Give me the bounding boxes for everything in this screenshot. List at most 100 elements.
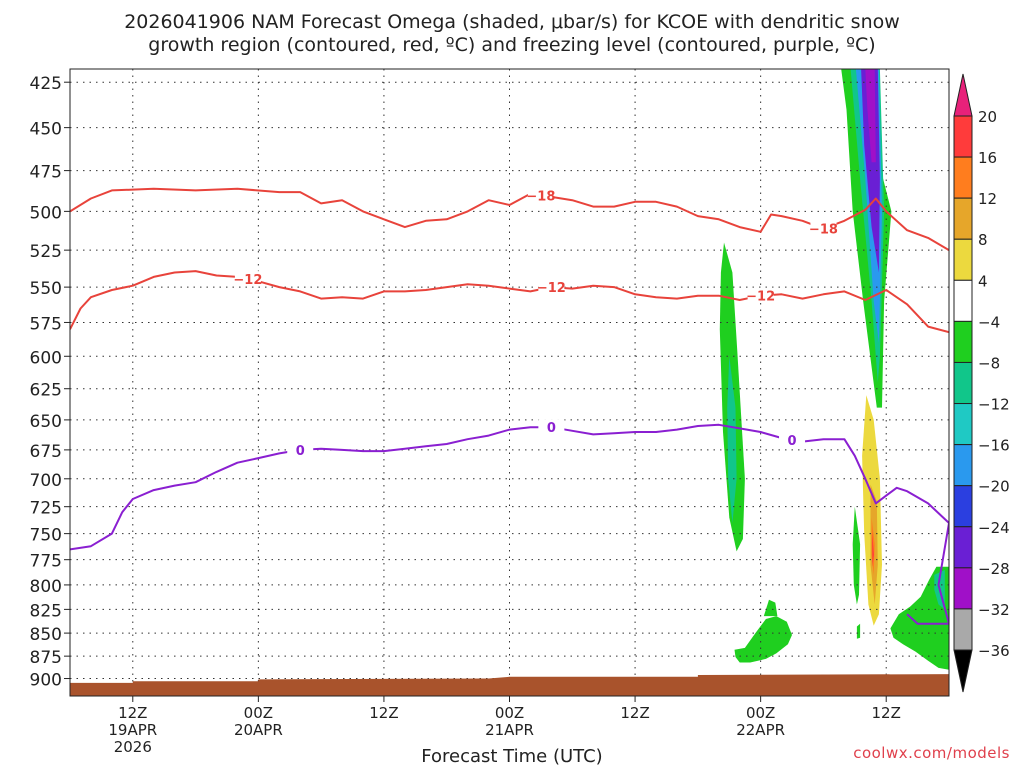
x-tick-label: 00Z (746, 704, 775, 722)
omega-shading-layer (719, 69, 949, 670)
colorbar-band (953, 115, 973, 158)
contour-label: −12 (746, 290, 775, 305)
x-axis-label: Forecast Time (UTC) (421, 746, 603, 767)
contour-label-bg (538, 279, 565, 295)
colorbar-label: 4 (978, 272, 988, 290)
contour-label-bg (538, 419, 565, 435)
chart-title-line-1: 2026041906 NAM Forecast Omega (shaded, μ… (124, 11, 900, 33)
colorbar-band (953, 320, 973, 363)
x-tick-label: 21APR (485, 721, 534, 739)
contour-label-bg (527, 187, 554, 203)
contour-label: −12 (537, 281, 566, 296)
terrain-layer (70, 674, 949, 696)
colorbar-label: 20 (978, 108, 997, 126)
y-tick-label: 650 (30, 412, 62, 432)
y-tick-label: 450 (30, 120, 62, 140)
y-tick-label: 700 (30, 471, 62, 491)
contour-label-bg (234, 271, 261, 287)
colorbar-top-arrow (953, 73, 973, 117)
y-tick-label: 550 (30, 279, 62, 299)
colorbar-label: 8 (978, 231, 988, 249)
colorbar-band (953, 238, 973, 281)
chart-title-line-2: growth region (contoured, red, ºC) and f… (148, 34, 876, 56)
y-tick-label: 725 (30, 499, 62, 519)
y-tick-label: 600 (30, 348, 62, 368)
omega-region-low-green-c (852, 506, 861, 605)
colorbar-band (953, 485, 973, 528)
colorbar-label: 12 (978, 190, 997, 208)
contour-label-layer: −18 −18 −12 −12 −12 0 0 0 (233, 187, 838, 459)
y-tick-label: 825 (30, 601, 62, 621)
contour-layer (70, 187, 949, 625)
colorbar: 20 16 12 8 4 −4 −8 −12 −16 −20 −24 −28 −32 −36 (953, 73, 1010, 693)
contour-line-1 (70, 270, 949, 334)
omega-region-low-green-e (890, 566, 949, 670)
colorbar-band (953, 156, 973, 199)
x-tick-label: 12Z (872, 704, 901, 722)
omega-region-column-b-violet (865, 69, 876, 163)
x-tick-label: 00Z (244, 704, 273, 722)
colorbar-label: −32 (978, 601, 1010, 619)
y-tick-label: 800 (30, 577, 62, 597)
omega-region-column-a-inner (727, 356, 737, 523)
contour-label: 0 (296, 444, 305, 459)
y-tick-label: 850 (30, 625, 62, 645)
source-credit: coolwx.com/models (853, 744, 1010, 762)
omega-region-low-green-b (763, 599, 778, 617)
x-tick-label: 12Z (118, 704, 147, 722)
contour-label-bg (287, 441, 314, 457)
colorbar-band (953, 608, 973, 651)
colorbar-band (953, 197, 973, 240)
contour-label: −18 (809, 223, 838, 238)
colorbar-band (953, 526, 973, 569)
y-tick-label: 575 (30, 314, 62, 334)
colorbar-label: −36 (978, 642, 1010, 660)
x-tick-label: 22APR (736, 721, 785, 739)
colorbar-band (953, 279, 973, 322)
y-tick-label: 525 (30, 242, 62, 262)
colorbar-label: −16 (978, 437, 1010, 455)
terrain-fill (70, 674, 949, 696)
contour-label: −18 (526, 189, 555, 204)
colorbar-label: −20 (978, 478, 1010, 496)
colorbar-label: −24 (978, 519, 1010, 537)
x-tick-label: 12Z (369, 704, 398, 722)
contour-line-2 (70, 423, 949, 625)
y-tick-label: 625 (30, 381, 62, 401)
colorbar-band (953, 444, 973, 487)
y-tick-label: 425 (30, 74, 62, 94)
colorbar-label: −28 (978, 560, 1010, 578)
omega-region-updraft-red (872, 531, 874, 567)
colorbar-band (953, 403, 973, 446)
y-tick-label: 500 (30, 203, 62, 223)
colorbar-band (953, 361, 973, 405)
colorbar-label: −8 (978, 354, 1000, 372)
omega-region-low-green-d (856, 623, 861, 639)
y-tick-label: 675 (30, 442, 62, 462)
contour-label: 0 (788, 434, 797, 449)
contour-label: 0 (547, 421, 556, 436)
contour-label: −12 (233, 273, 262, 288)
colorbar-label: −12 (978, 396, 1010, 414)
contour-label-bg (747, 287, 774, 303)
colorbar-label: 16 (978, 149, 997, 167)
x-tick-label: 12Z (620, 704, 649, 722)
x-tick-label: 19APR (108, 721, 157, 739)
colorbar-band (953, 567, 973, 610)
axes-layer: 425 450 475 500 525 550 575 600 625 650 675 700 725 7… (30, 74, 901, 756)
y-tick-label: 775 (30, 552, 62, 572)
contour-label-bg (779, 431, 806, 447)
omega-region-low-green-a (734, 616, 792, 663)
colorbar-bottom-arrow (953, 649, 973, 693)
y-tick-label: 875 (30, 648, 62, 668)
x-tick-label: 00Z (495, 704, 524, 722)
grid-layer (70, 69, 949, 696)
y-tick-label: 750 (30, 526, 62, 546)
y-tick-label: 900 (30, 671, 62, 691)
x-tick-label: 2026 (114, 738, 152, 756)
x-tick-label: 20APR (234, 721, 283, 739)
y-tick-label: 475 (30, 163, 62, 183)
colorbar-label: −4 (978, 313, 1000, 331)
contour-label-bg (810, 220, 837, 236)
